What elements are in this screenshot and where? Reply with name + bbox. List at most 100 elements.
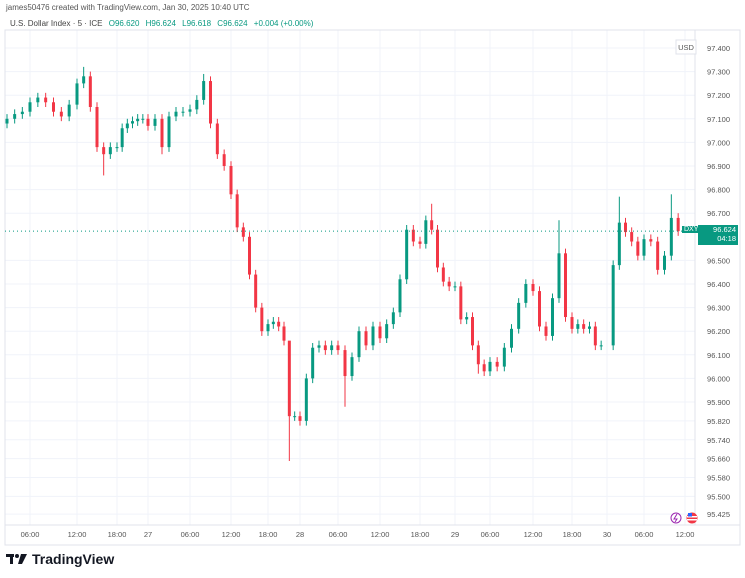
legend-low: L96.618 <box>182 19 212 28</box>
candle <box>167 111 171 152</box>
candle <box>59 107 63 122</box>
candle <box>102 142 106 176</box>
candle <box>564 248 567 322</box>
candle-body <box>141 118 145 120</box>
candle <box>624 217 627 237</box>
time-axis[interactable]: 06:00 12:00 18:00 27 06:00 12:00 18:00 28 06:00 1… <box>21 530 695 539</box>
candle-body <box>13 114 17 119</box>
candle-body <box>108 147 112 155</box>
candle-body <box>181 111 185 113</box>
candle-body <box>188 109 192 112</box>
candle-body <box>656 241 660 270</box>
price-tick-label: 96.400 <box>707 280 730 289</box>
candle <box>517 298 521 334</box>
candle-body <box>599 345 603 347</box>
candle <box>146 114 150 131</box>
us-flag-icon[interactable] <box>686 512 698 524</box>
currency-box[interactable] <box>675 39 697 55</box>
candle-body <box>663 255 666 270</box>
price-axis[interactable]: 97.400 97.300 97.200 97.100 97.000 96.900 96.8… <box>707 44 730 519</box>
candle-body <box>266 324 270 332</box>
candle <box>13 109 17 124</box>
candle <box>371 321 375 351</box>
time-tick-label: 12:00 <box>676 530 695 539</box>
symbol-legend[interactable]: U.S. Dollar Index · 5 · ICE O96.620 H96.… <box>10 19 317 28</box>
candle <box>298 411 302 426</box>
legend-open: O96.620 <box>108 19 140 28</box>
last-price-value: 96.624 <box>713 225 736 234</box>
candle-body <box>385 324 389 339</box>
candle <box>36 92 40 107</box>
candle <box>447 276 451 292</box>
candle-body <box>531 284 535 292</box>
candle-body <box>343 350 347 377</box>
candle <box>411 225 415 247</box>
price-tick-label: 97.000 <box>707 138 730 147</box>
price-tick-label: 96.300 <box>707 304 730 313</box>
candle-body <box>75 83 79 105</box>
candle <box>617 196 621 270</box>
candle <box>649 234 653 247</box>
candle-body <box>364 331 368 346</box>
candle-body <box>5 118 9 124</box>
candle-body <box>202 81 206 100</box>
candle-body <box>465 317 469 320</box>
candle <box>52 97 55 117</box>
candle <box>418 236 422 249</box>
price-tick-label: 96.500 <box>707 256 730 265</box>
candle-body <box>482 364 486 372</box>
candle-body <box>636 241 640 256</box>
price-tick-label: 97.200 <box>707 91 730 100</box>
candle-body <box>576 324 580 329</box>
price-tick-label: 97.400 <box>707 44 730 53</box>
candle <box>125 118 129 133</box>
candle <box>378 321 382 343</box>
candle <box>385 319 389 343</box>
lightning-event-icon[interactable] <box>670 512 682 524</box>
candle-body <box>517 302 521 329</box>
gridlines <box>5 30 695 525</box>
candle <box>209 76 212 129</box>
candle-body <box>447 281 451 287</box>
candle <box>44 92 48 107</box>
candle-body <box>357 331 361 358</box>
candle-body <box>248 236 251 275</box>
bar-countdown: 04:18 <box>717 234 736 243</box>
candle <box>174 107 178 122</box>
legend-high: H96.624 <box>145 19 176 28</box>
candle <box>266 319 270 336</box>
candle <box>215 118 219 159</box>
candle <box>195 95 199 115</box>
candle <box>5 114 9 129</box>
candle <box>582 319 586 334</box>
candle-body <box>551 298 554 336</box>
candle-body <box>557 253 561 299</box>
tradingview-logo[interactable]: TradingView <box>6 551 114 567</box>
candle <box>676 213 680 236</box>
time-tick-label: 06:00 <box>481 530 500 539</box>
chart-credit: james50476 created with TradingView.com,… <box>6 3 250 12</box>
candle-body <box>115 147 119 149</box>
candle <box>488 357 492 377</box>
candle <box>229 161 233 200</box>
candle <box>630 227 634 247</box>
candle <box>557 220 561 303</box>
candle-body <box>624 222 627 233</box>
candles <box>5 66 680 461</box>
candle <box>471 312 474 351</box>
candle <box>669 194 673 261</box>
candle-body <box>330 345 334 351</box>
candle <box>235 189 239 233</box>
candle <box>593 321 597 351</box>
candle <box>160 114 164 155</box>
candle <box>188 104 192 117</box>
candle <box>510 324 513 353</box>
candle-body <box>125 123 129 129</box>
candle-body <box>293 416 297 418</box>
price-tick-label: 96.100 <box>707 351 730 360</box>
candle-body <box>323 345 327 351</box>
candle <box>570 312 574 334</box>
candle <box>75 78 79 110</box>
candle <box>222 149 226 171</box>
